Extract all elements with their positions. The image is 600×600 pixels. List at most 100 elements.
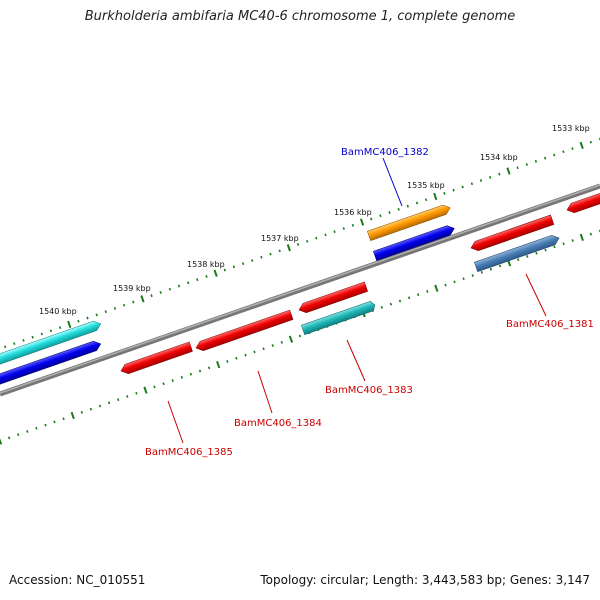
scale-minor-tick [526, 255, 529, 258]
scale-minor-tick [397, 207, 400, 211]
scale-minor-tick [388, 211, 391, 214]
scale-minor-tick [4, 345, 7, 349]
scale-label: 1538 kbp [187, 260, 225, 269]
scale-minor-tick [235, 356, 238, 360]
genome-backbone [0, 183, 600, 397]
callout-line [257, 370, 273, 414]
gene-forward-blue[interactable] [373, 224, 456, 262]
gene-forward-blue-left[interactable] [0, 339, 102, 387]
scale-ticks-inner [0, 229, 600, 445]
scale-minor-tick [453, 280, 456, 284]
scale-label: 1534 kbp [480, 153, 518, 162]
scale-minor-tick [162, 382, 165, 386]
gene-label[interactable]: BamMC406_1385 [145, 447, 233, 458]
gene-bammc406-1383[interactable] [301, 300, 376, 336]
scale-minor-tick [489, 175, 492, 179]
scale-minor-tick [49, 329, 53, 333]
scale-minor-tick [113, 307, 117, 310]
scale-minor-tick [589, 140, 592, 144]
gene-reverse-red-edge[interactable] [565, 191, 600, 215]
scale-ticks-outer [4, 137, 600, 349]
scale-label: 1536 kbp [334, 208, 372, 217]
scale-major-tick [213, 269, 218, 277]
scale-minor-tick [534, 159, 538, 163]
scale-major-tick [434, 284, 439, 292]
scale-minor-tick [171, 379, 174, 382]
scale-minor-tick [153, 385, 156, 389]
scale-major-tick [67, 320, 72, 329]
scale-minor-tick [298, 334, 302, 338]
gene-label[interactable]: BamMC406_1381 [506, 319, 594, 330]
scale-minor-tick [98, 404, 102, 408]
scale-minor-tick [253, 350, 256, 354]
scale-minor-tick [95, 313, 98, 317]
scale-label: 1535 kbp [407, 181, 445, 190]
scale-minor-tick [415, 201, 419, 205]
gene-label[interactable]: BamMC406_1382 [341, 147, 429, 158]
scale-minor-tick [22, 339, 25, 342]
scale-major-tick [288, 335, 294, 343]
scale-minor-tick [571, 239, 574, 242]
scale-minor-tick [479, 179, 483, 182]
callout-line [167, 400, 184, 444]
scale-minor-tick [452, 188, 455, 192]
scale-minor-tick [7, 436, 11, 440]
scale-minor-tick [86, 316, 89, 320]
scale-minor-tick [180, 375, 183, 379]
scale-label: 1533 kbp [552, 124, 590, 133]
scale-major-tick [70, 411, 75, 420]
gene-bammc406-1384[interactable] [194, 309, 294, 353]
scale-major-tick [433, 192, 438, 201]
genome-backbone-highlight [0, 184, 600, 394]
scale-minor-tick [324, 233, 327, 237]
gene-label[interactable]: BamMC406_1384 [234, 418, 322, 429]
gene-bammc406-1385[interactable] [119, 341, 193, 376]
scale-minor-tick [150, 294, 153, 298]
scale-major-tick [359, 218, 365, 226]
scale-minor-tick [260, 255, 263, 259]
scale-minor-tick [44, 423, 47, 427]
gene-bammc406-1381[interactable] [474, 233, 560, 273]
scale-minor-tick [562, 242, 565, 246]
scale-minor-tick [122, 303, 126, 307]
scale-minor-tick [126, 395, 129, 398]
scale-major-tick [216, 360, 221, 369]
scale-minor-tick [489, 267, 493, 271]
scale-minor-tick [544, 248, 547, 252]
scale-minor-tick [296, 243, 300, 246]
scale-major-tick [579, 141, 584, 150]
scale-major-tick [143, 386, 148, 394]
scale-minor-tick [516, 166, 519, 170]
gene-forward-cyan[interactable] [0, 319, 102, 367]
scale-minor-tick [117, 398, 120, 402]
scale-label: 1539 kbp [113, 284, 151, 293]
scale-minor-tick [407, 296, 411, 300]
scale-minor-tick [205, 275, 208, 278]
scale-minor-tick [271, 344, 274, 347]
scale-minor-tick [480, 270, 483, 274]
scale-major-tick [140, 295, 145, 303]
scale-minor-tick [107, 401, 111, 405]
scale-minor-tick [406, 204, 409, 208]
scale-minor-tick [553, 153, 556, 157]
scale-minor-tick [424, 198, 428, 202]
gene-reverse-red-mid[interactable] [297, 281, 369, 315]
map-title: Burkholderia ambifaria MC40-6 chromosome… [84, 9, 516, 24]
scale-minor-tick [462, 277, 465, 281]
scale-minor-tick [89, 407, 93, 411]
scale-minor-tick [58, 326, 62, 330]
scale-minor-tick [104, 310, 107, 314]
scale-minor-tick [525, 163, 528, 166]
gene-label[interactable]: BamMC406_1383 [325, 385, 413, 396]
scale-minor-tick [168, 287, 172, 291]
scale-minor-tick [244, 353, 247, 357]
scale-minor-tick [379, 214, 382, 218]
scale-minor-tick [80, 410, 83, 414]
callout-line [525, 273, 547, 317]
gene-reverse-red-right[interactable] [469, 214, 555, 253]
scale-minor-tick [589, 232, 593, 236]
gene-bammc406-1382[interactable] [367, 203, 452, 242]
scale-minor-tick [315, 236, 318, 240]
scale-minor-tick [380, 305, 383, 309]
